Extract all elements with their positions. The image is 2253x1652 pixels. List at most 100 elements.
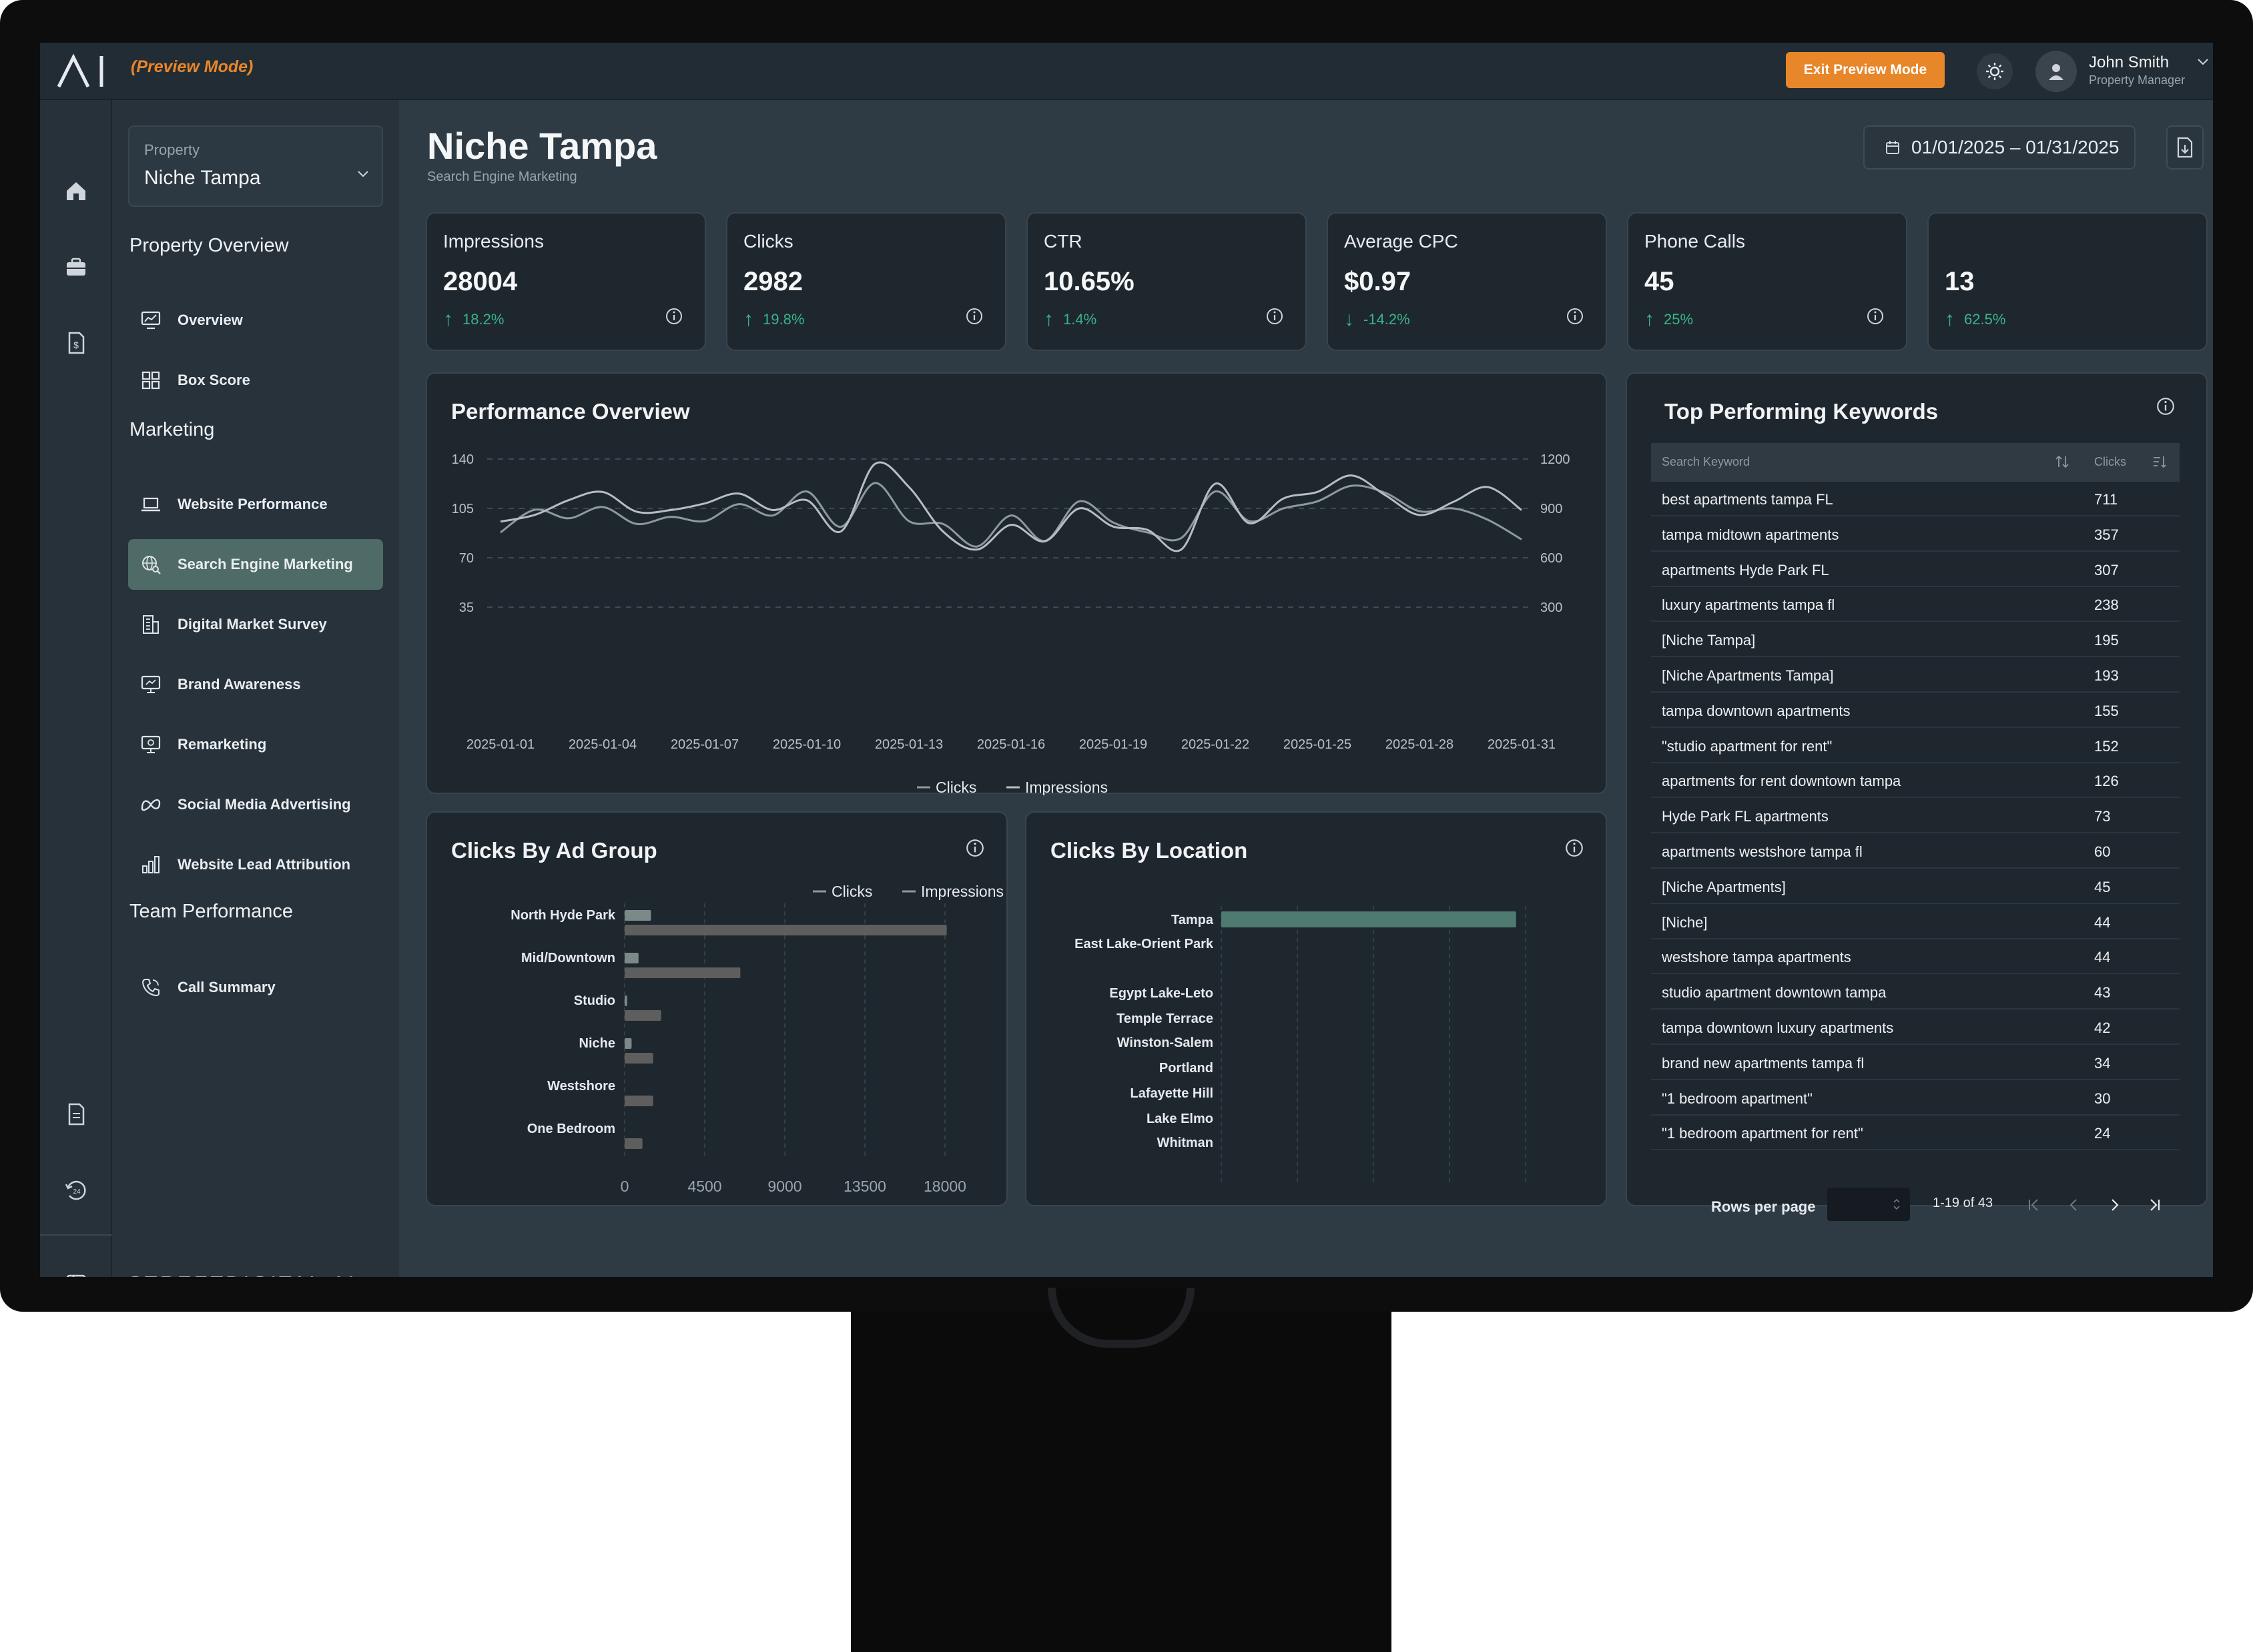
globe-search-icon (139, 552, 163, 576)
table-row[interactable]: "1 bedroom apartment for rent" 24 (1651, 1116, 2180, 1151)
table-row[interactable]: luxury apartments tampa fl 238 (1651, 587, 2180, 623)
sidebar-item-box-score[interactable]: Box Score (128, 355, 383, 406)
info-icon[interactable] (1564, 838, 1584, 858)
sidebar-item-remarketing[interactable]: Remarketing (128, 719, 383, 770)
table-row[interactable]: [Niche Tampa] 195 (1651, 623, 2180, 658)
table-row[interactable]: [Niche Apartments Tampa] 193 (1651, 658, 2180, 693)
kpi-delta-value: -14.2% (1363, 311, 1410, 328)
sidebar-item-search-engine-marketing[interactable]: Search Engine Marketing (128, 539, 383, 590)
sidebar-item-call-summary[interactable]: Call Summary (128, 962, 383, 1013)
info-icon[interactable] (665, 307, 683, 326)
x-tick-label: 2025-01-04 (569, 737, 637, 752)
series-line-impressions (500, 461, 1522, 552)
info-icon[interactable] (2156, 396, 2176, 416)
table-row[interactable]: best apartments tampa FL 711 (1651, 482, 2180, 516)
first-page-icon[interactable] (2021, 1192, 2047, 1218)
invoice-icon[interactable]: $ (63, 330, 89, 356)
sort-icon[interactable] (2054, 454, 2070, 470)
table-row[interactable]: "1 bedroom apartment" 30 (1651, 1081, 2180, 1116)
table-row[interactable]: [Niche Apartments] 45 (1651, 869, 2180, 904)
ai-logo[interactable] (53, 48, 120, 93)
y-right-tick-label: 300 (1540, 600, 1562, 615)
table-row[interactable]: studio apartment downtown tampa 43 (1651, 975, 2180, 1010)
history-24-icon[interactable]: 24 (63, 1177, 89, 1204)
date-range-text: 01/01/2025 – 01/31/2025 (1911, 137, 2120, 157)
sidebar-item-label: Digital Market Survey (178, 616, 327, 633)
sidebar-item-social-media-advertising[interactable]: Social Media Advertising (128, 779, 383, 830)
table-row[interactable]: "studio apartment for rent" 152 (1651, 729, 2180, 763)
table-row[interactable]: apartments Hyde Park FL 307 (1651, 552, 2180, 587)
exit-preview-button[interactable]: Exit Preview Mode (1786, 52, 1945, 88)
monitor-chart-icon (139, 308, 163, 332)
legend-label: Clicks (832, 883, 872, 900)
sidebar-item-overview[interactable]: Overview (128, 295, 383, 346)
x-tick-label: 2025-01-07 (671, 737, 739, 752)
table-row[interactable]: tampa midtown apartments 357 (1651, 517, 2180, 552)
info-icon[interactable] (1566, 307, 1584, 326)
icon-rail: $ 24 (40, 100, 112, 1277)
sidebar-item-website-performance[interactable]: Website Performance (128, 479, 383, 530)
meta-icon (139, 793, 163, 817)
theme-toggle-button[interactable] (1977, 53, 2013, 89)
bar-impressions (625, 967, 741, 978)
clicks-cell: 24 (2094, 1125, 2111, 1142)
sort-desc-icon[interactable] (2152, 454, 2168, 470)
info-icon[interactable] (1866, 307, 1885, 326)
collapse-sidebar-icon[interactable] (63, 1270, 89, 1277)
arrow-up-icon: ↑ (443, 308, 453, 330)
table-row[interactable]: westshore tampa apartments 44 (1651, 939, 2180, 975)
sidebar-item-website-lead-attribution[interactable]: Website Lead Attribution (128, 839, 383, 890)
next-page-icon[interactable] (2101, 1192, 2128, 1218)
info-icon[interactable] (965, 307, 984, 326)
last-page-icon[interactable] (2141, 1192, 2168, 1218)
table-row[interactable]: tampa downtown luxury apartments 42 (1651, 1010, 2180, 1045)
category-label: Mid/Downtown (521, 951, 615, 965)
info-icon[interactable] (1265, 307, 1284, 326)
kpi-delta: ↓ -14.2% (1344, 308, 1410, 331)
sidebar-item-label: Website Lead Attribution (178, 856, 351, 873)
arrow-down-icon: ↓ (1344, 308, 1354, 330)
bar-clicks (625, 995, 627, 1006)
keyword-cell: [Niche Tampa] (1662, 632, 1756, 649)
keyword-cell: [Niche Apartments Tampa] (1662, 667, 1834, 684)
category-label: Whitman (1157, 1136, 1213, 1150)
info-icon[interactable] (965, 838, 985, 858)
kpi-sixth: 13 ↑ 62.5% (1927, 212, 2208, 351)
briefcase-icon[interactable] (63, 254, 89, 280)
category-label: North Hyde Park (511, 908, 616, 923)
home-icon[interactable] (63, 177, 89, 204)
column-header-clicks[interactable]: Clicks (2094, 455, 2126, 468)
clicks-cell: 193 (2094, 667, 2119, 684)
y-right-tick-label: 600 (1540, 551, 1562, 566)
table-row[interactable]: apartments for rent downtown tampa 126 (1651, 763, 2180, 799)
chevron-down-icon[interactable] (2197, 57, 2209, 67)
kpi-delta-value: 19.8% (763, 311, 805, 328)
file-download-icon (2177, 137, 2193, 158)
category-label: One Bedroom (527, 1122, 615, 1136)
category-label: East Lake-Orient Park (1074, 937, 1214, 951)
table-row[interactable]: tampa downtown apartments 155 (1651, 693, 2180, 728)
user-avatar[interactable] (2035, 51, 2077, 92)
rail-divider (40, 1234, 112, 1236)
keyword-cell: best apartments tampa FL (1662, 491, 1833, 508)
rows-per-page-select[interactable] (1827, 1188, 1910, 1221)
date-range-picker[interactable]: 01/01/2025 – 01/31/2025 (1863, 125, 2136, 169)
table-row[interactable]: brand new apartments tampa fl 34 (1651, 1046, 2180, 1080)
column-header-keyword[interactable]: Search Keyword (1662, 455, 1750, 468)
document-icon[interactable] (63, 1101, 89, 1128)
property-select[interactable]: Property Niche Tampa (128, 125, 383, 207)
export-button[interactable] (2166, 125, 2204, 169)
table-row[interactable]: [Niche] 44 (1651, 905, 2180, 939)
table-row[interactable]: apartments westshore tampa fl 60 (1651, 834, 2180, 869)
bar-clicks (625, 953, 639, 963)
x-tick-label: 2400 (1432, 1204, 1466, 1208)
prev-page-icon[interactable] (2061, 1192, 2087, 1218)
page-subtitle: Search Engine Marketing (427, 169, 577, 184)
section-property-overview: Property Overview (129, 235, 289, 256)
sidebar-item-label: Brand Awareness (178, 676, 301, 693)
x-tick-label: 2025-01-28 (1385, 737, 1454, 752)
sidebar-item-digital-market-survey[interactable]: Digital Market Survey (128, 599, 383, 650)
sidebar-item-brand-awareness[interactable]: Brand Awareness (128, 659, 383, 710)
table-row[interactable]: Hyde Park FL apartments 73 (1651, 799, 2180, 834)
user-name[interactable]: John Smith (2089, 53, 2170, 71)
